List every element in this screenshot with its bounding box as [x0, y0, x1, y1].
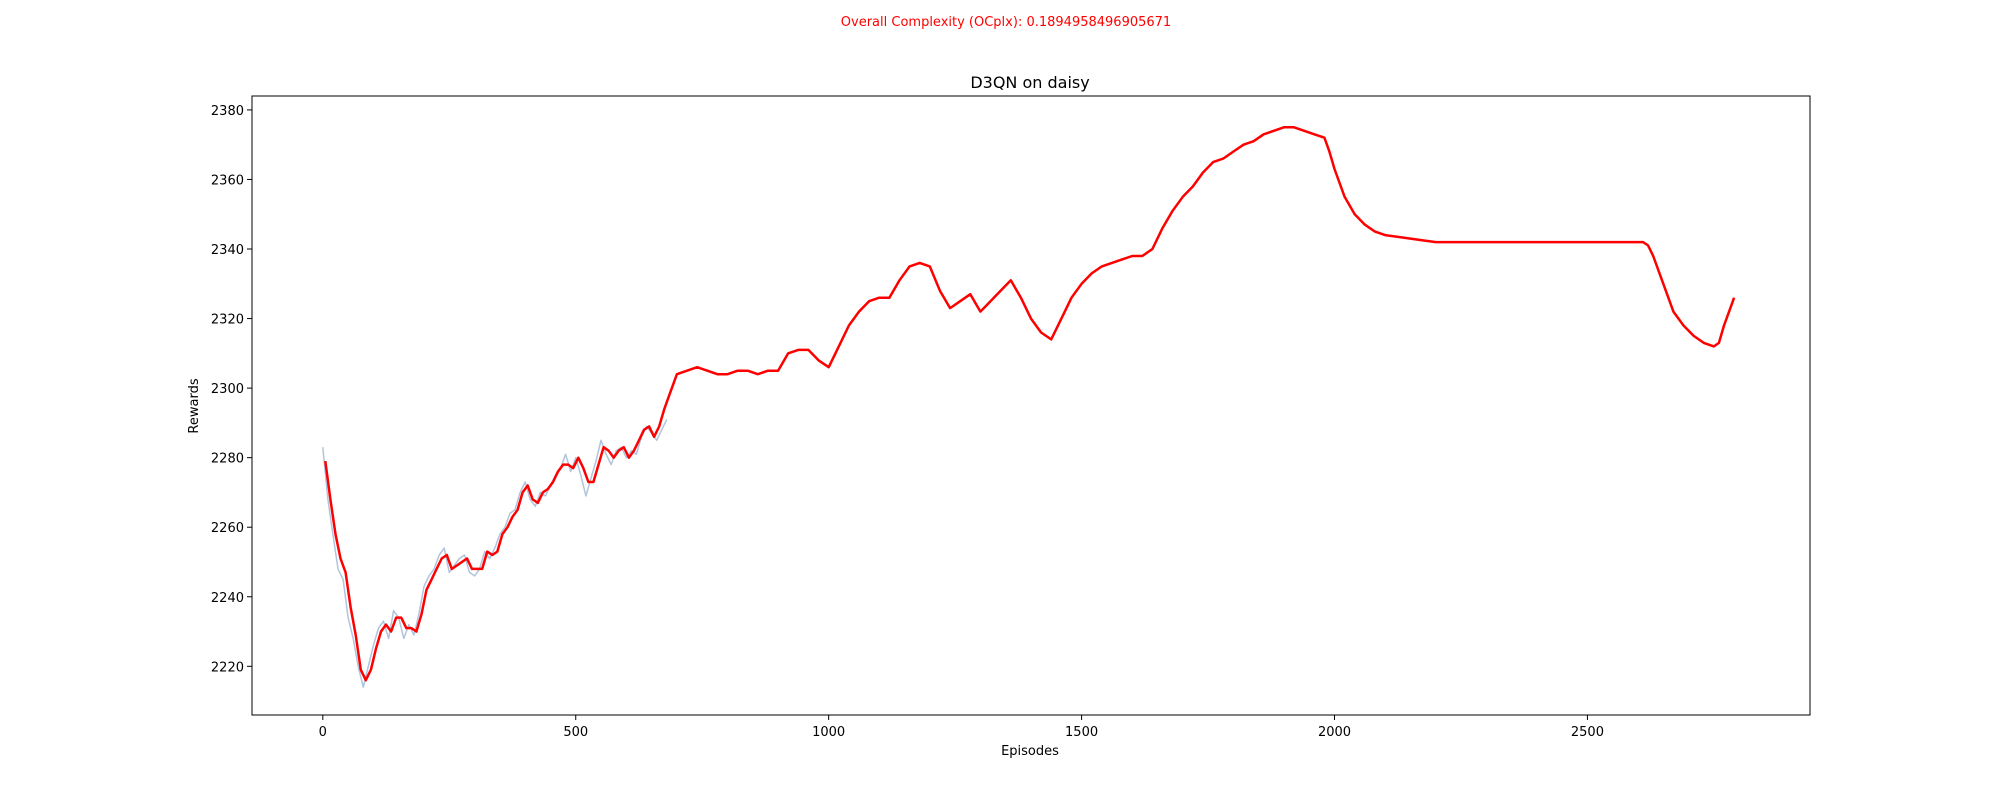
x-tick-label: 2000: [1318, 725, 1351, 740]
y-tick-label: 2300: [211, 382, 244, 397]
x-axis-label: Episodes: [1001, 744, 1059, 759]
x-axis: 0 500 1000 1500 2000 2500: [319, 715, 1604, 740]
y-tick-label: 2220: [211, 660, 244, 675]
suptitle: Overall Complexity (OCplx): 0.1894958496…: [841, 15, 1171, 30]
y-tick-label: 2320: [211, 313, 244, 328]
plot-frame: [251, 95, 1811, 716]
y-tick-label: 2380: [211, 104, 244, 119]
chart-title: D3QN on daisy: [970, 73, 1089, 92]
y-tick-label: 2360: [211, 173, 244, 188]
y-tick-label: 2240: [211, 591, 244, 606]
raw-series-layer: [322, 419, 668, 688]
x-tick-label: 500: [563, 725, 588, 740]
y-axis: 2220 2240 2260 2280 2300 2320 2340 2360 2380: [211, 104, 252, 675]
x-tick-label: 2500: [1571, 725, 1604, 740]
plot-area: [322, 126, 1736, 688]
y-tick-label: 2340: [211, 243, 244, 258]
smoothed-rewards-line: [324, 126, 1736, 682]
y-axis-label: Rewards: [187, 378, 202, 433]
raw-rewards-line: [322, 419, 668, 688]
smoothed-series-layer: [324, 126, 1736, 682]
x-tick-label: 1000: [812, 725, 845, 740]
y-tick-label: 2260: [211, 521, 244, 536]
x-tick-label: 1500: [1065, 725, 1098, 740]
x-tick-label: 0: [319, 725, 327, 740]
y-tick-label: 2280: [211, 452, 244, 467]
